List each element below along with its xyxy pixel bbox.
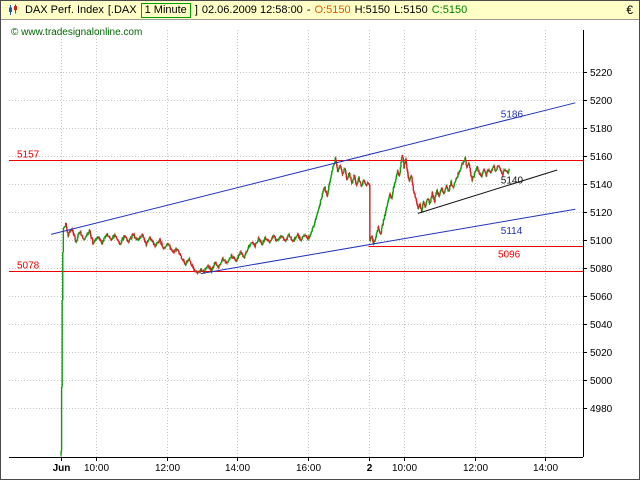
x-axis-label: 2	[367, 463, 373, 474]
y-axis-label: 5160	[590, 152, 613, 163]
watermark: © www.tradesignalonline.com	[11, 27, 142, 38]
price-level-label: 5096	[498, 250, 521, 261]
price-chart[interactable]: 5157 5078 5096 5186 5114 5140 4980 5000 5020 5040…	[1, 20, 639, 479]
y-axis-label: 5220	[590, 68, 613, 79]
up-candle-wicks	[60, 154, 510, 457]
trendline[interactable]	[200, 208, 576, 275]
up-candle-bodies	[60, 155, 510, 456]
y-axis-label: 4980	[590, 404, 613, 415]
down-candle-bodies	[65, 155, 509, 274]
x-axis-label: Jun	[53, 463, 71, 474]
trendline-label: 5114	[501, 226, 523, 237]
close-value: C:5150	[431, 4, 468, 16]
y-axis-label: 5200	[590, 96, 613, 107]
symbol-bracket-close: ]	[194, 4, 198, 16]
price-levels: 5157 5078 5096	[9, 150, 583, 272]
y-axis-label: 5180	[590, 124, 613, 135]
chart-datetime: 02.06.2009 12:58:00	[201, 4, 303, 16]
dash-separator: -	[306, 4, 311, 16]
y-axis-label: 5000	[590, 376, 613, 387]
symbol-bracket-open: [.DAX	[107, 4, 137, 16]
trendline[interactable]	[50, 102, 576, 235]
candles-layer[interactable]	[60, 154, 510, 457]
y-axis-label: 5040	[590, 320, 613, 331]
axes: 4980 5000 5020 5040 5060 5080 5100 5120 5140 5160…	[9, 30, 613, 474]
gridlines	[9, 30, 583, 457]
trendlines: 5186 5114 5140	[50, 102, 576, 275]
down-candle-wicks	[65, 154, 509, 275]
price-level-label: 5078	[17, 261, 40, 272]
trendline[interactable]	[417, 169, 558, 214]
low-value: L:5150	[394, 4, 428, 16]
y-axis-label: 5100	[590, 236, 613, 247]
x-axis-label: 12:00	[463, 463, 488, 474]
x-axis-label: 10:00	[392, 463, 417, 474]
trendline-label: 5140	[501, 176, 524, 187]
instrument-name: DAX Perf. Index	[25, 4, 104, 16]
y-axis-label: 5080	[590, 264, 613, 275]
y-axis-label: 5140	[590, 180, 613, 191]
open-value: O:5150	[314, 4, 351, 16]
high-value: H:5150	[354, 4, 391, 16]
title-bar: DAX Perf. Index [.DAX 1 Minute ] 02.06.2…	[1, 1, 639, 20]
y-axis-label: 5060	[590, 292, 613, 303]
period-badge[interactable]: 1 Minute	[140, 2, 191, 18]
x-axis-label: 14:00	[225, 463, 250, 474]
candlestick-chart-icon	[7, 4, 19, 16]
currency-symbol: €	[626, 3, 633, 17]
x-axis-label: 12:00	[155, 463, 180, 474]
y-axis-label: 5020	[590, 348, 613, 359]
x-axis-label: 10:00	[84, 463, 109, 474]
x-axis-label: 14:00	[533, 463, 558, 474]
y-axis-label: 5120	[590, 208, 613, 219]
price-level-label: 5157	[17, 150, 40, 161]
trendline-label: 5186	[501, 110, 524, 121]
x-axis-label: 16:00	[296, 463, 321, 474]
